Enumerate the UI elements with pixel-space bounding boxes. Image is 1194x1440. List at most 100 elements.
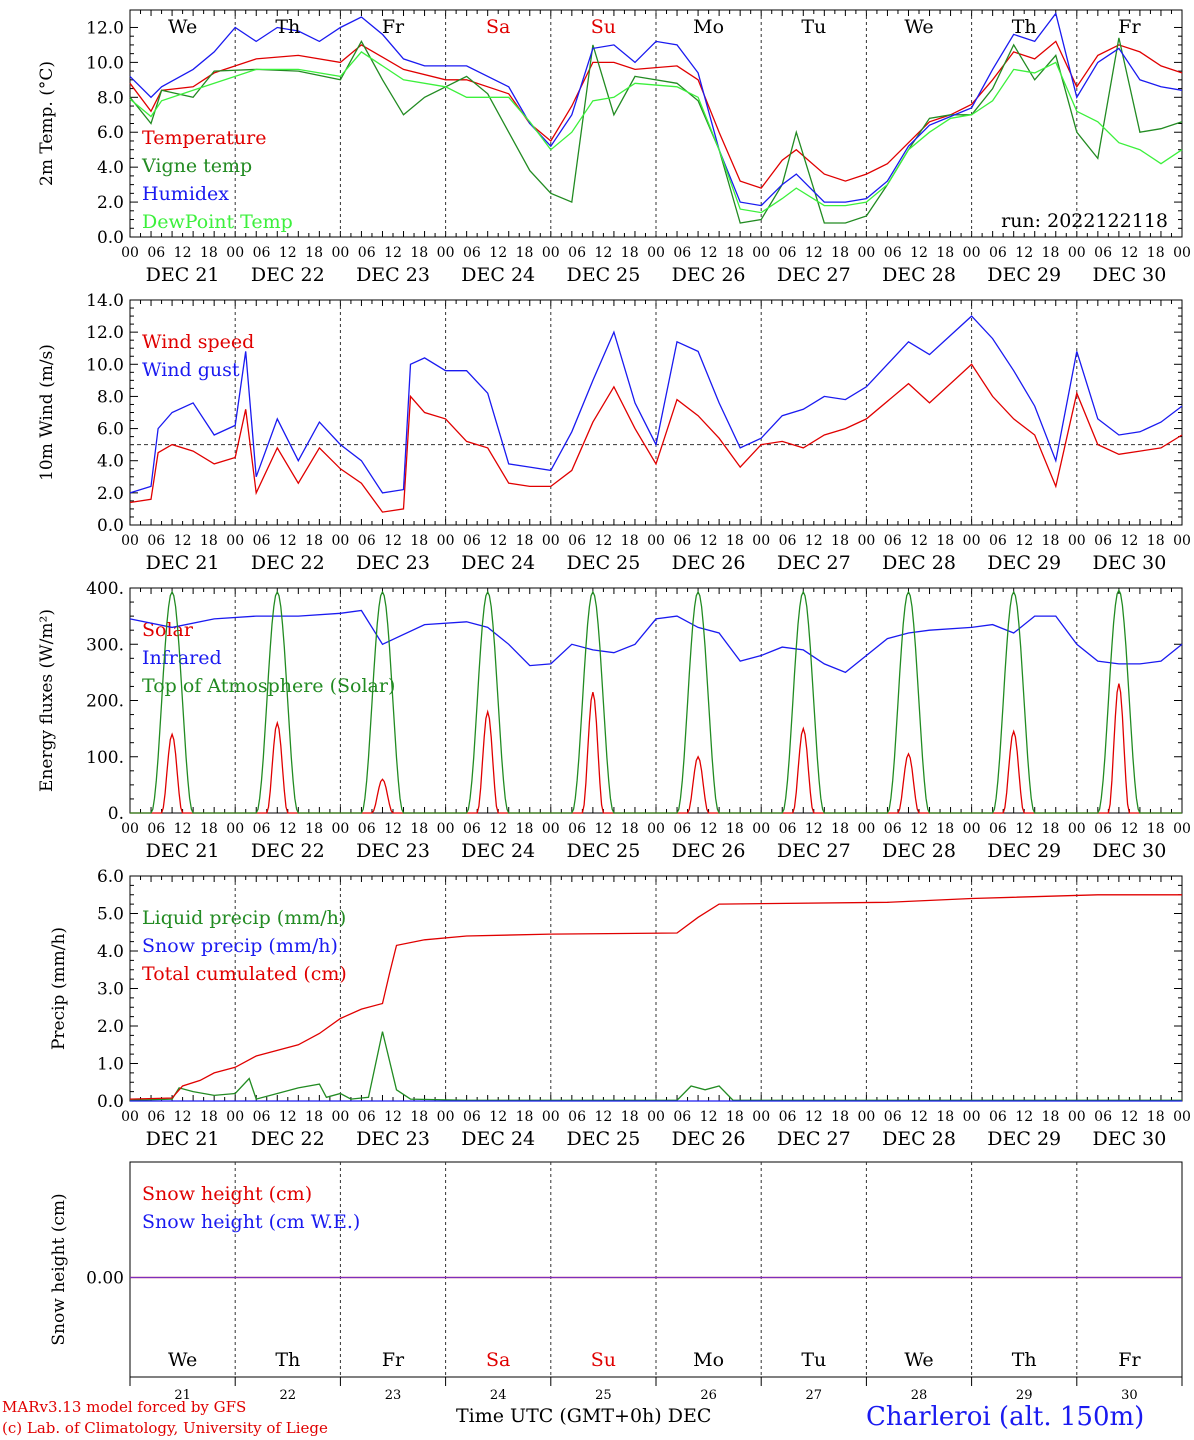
hour-tick-label: 06 — [1094, 1109, 1112, 1125]
y-tick-label-0-4: 8.0 — [97, 88, 124, 108]
weekday-top-9: Fr — [1118, 16, 1141, 38]
date-label: DEC 26 — [672, 1128, 746, 1150]
weekday-bottom-8: Th — [1012, 1349, 1037, 1371]
hour-tick-label: 00 — [226, 245, 244, 261]
hour-tick-label: 12 — [489, 821, 507, 837]
hour-tick-label: 00 — [331, 533, 349, 549]
legend-entry-2-1: Infrared — [142, 647, 222, 669]
date-label: DEC 23 — [356, 552, 430, 574]
hour-tick-label: 12 — [489, 1109, 507, 1125]
weekday-top-0: We — [168, 16, 197, 38]
y-tick-label-3-0: 0.0 — [97, 1092, 124, 1112]
hour-tick-label: 18 — [1147, 821, 1165, 837]
series-line-3-0 — [129, 1031, 1182, 1101]
hour-tick-label: 00 — [963, 821, 981, 837]
hour-tick-label: 00 — [963, 245, 981, 261]
date-label: DEC 28 — [882, 264, 956, 286]
y-tick-label-0-5: 10.0 — [86, 53, 124, 73]
hour-tick-label: 06 — [673, 245, 691, 261]
hour-tick-label: 06 — [147, 245, 165, 261]
hour-tick-label: 18 — [621, 245, 639, 261]
station-name: Charleroi (alt. 150m) — [866, 1402, 1145, 1432]
hour-tick-label: 12 — [910, 533, 928, 549]
weekday-bottom-7: We — [904, 1349, 933, 1371]
hour-tick-label: 06 — [463, 1109, 481, 1125]
y-tick-label-2-1: 100. — [86, 748, 124, 768]
hour-tick-label: 12 — [1015, 245, 1033, 261]
hour-tick-label: 18 — [200, 533, 218, 549]
hour-tick-label: 18 — [936, 533, 954, 549]
hour-tick-label: 18 — [1042, 821, 1060, 837]
y-tick-label-1-5: 10.0 — [86, 355, 124, 375]
date-label: DEC 29 — [987, 264, 1061, 286]
hour-tick-label: 12 — [174, 821, 192, 837]
hour-tick-label: 12 — [700, 1109, 718, 1125]
hour-tick-label: 06 — [147, 821, 165, 837]
hour-tick-label: 00 — [226, 821, 244, 837]
hour-tick-label: 00 — [542, 245, 560, 261]
date-label: DEC 22 — [251, 552, 325, 574]
weekday-top-3: Sa — [486, 16, 510, 38]
hour-tick-label: 12 — [700, 245, 718, 261]
date-label: DEC 21 — [146, 552, 220, 574]
lab-credit: (c) Lab. of Climatology, University of L… — [2, 1419, 328, 1437]
date-label: DEC 23 — [356, 1128, 430, 1150]
hour-tick-label: 06 — [358, 245, 376, 261]
y-tick-label-3-2: 2.0 — [97, 1017, 124, 1037]
date-label: DEC 27 — [777, 264, 851, 286]
hour-tick-label: 12 — [279, 245, 297, 261]
series-line-0-0 — [129, 40, 1183, 189]
day-number-6: 27 — [806, 1388, 823, 1403]
hour-tick-label: 06 — [779, 533, 797, 549]
hour-tick-label: 06 — [779, 245, 797, 261]
hour-tick-label: 12 — [1120, 1109, 1138, 1125]
y-tick-label-1-0: 0.0 — [97, 516, 124, 536]
hour-tick-label: 18 — [1147, 245, 1165, 261]
date-label: DEC 27 — [777, 552, 851, 574]
hour-tick-label: 06 — [568, 821, 586, 837]
hour-tick-label: 18 — [936, 821, 954, 837]
hour-tick-label: 06 — [779, 1109, 797, 1125]
hour-tick-label: 06 — [358, 533, 376, 549]
hour-tick-label: 00 — [647, 533, 665, 549]
hour-tick-label: 18 — [305, 1109, 323, 1125]
date-label: DEC 25 — [566, 840, 640, 862]
legend-entry-1-1: Wind gust — [142, 359, 240, 381]
hour-tick-label: 00 — [437, 533, 455, 549]
hour-tick-label: 12 — [279, 821, 297, 837]
hour-tick-label: 18 — [410, 1109, 428, 1125]
weekday-top-5: Mo — [693, 16, 724, 38]
hour-tick-label: 00 — [752, 821, 770, 837]
date-label: DEC 30 — [1092, 552, 1166, 574]
legend-entry-4-0: Snow height (cm) — [142, 1183, 312, 1205]
hour-tick-label: 18 — [621, 821, 639, 837]
x-axis-title-text: Time UTC (GMT+0h) — [456, 1405, 662, 1427]
date-label: DEC 21 — [146, 264, 220, 286]
hour-tick-label: 00 — [1068, 245, 1086, 261]
hour-tick-label: 06 — [253, 245, 271, 261]
day-number-2: 23 — [385, 1388, 402, 1403]
hour-tick-label: 00 — [857, 533, 875, 549]
hour-tick-label: 12 — [1015, 533, 1033, 549]
y-tick-label-2-2: 200. — [86, 692, 124, 712]
y-tick-label-1-1: 2.0 — [97, 484, 124, 504]
day-number-4: 25 — [595, 1388, 612, 1403]
y-tick-label-1-4: 8.0 — [97, 387, 124, 407]
hour-tick-label: 06 — [463, 821, 481, 837]
hour-tick-label: 00 — [963, 533, 981, 549]
hour-tick-label: 00 — [542, 821, 560, 837]
hour-tick-label: 00 — [963, 1109, 981, 1125]
y-tick-label-0-6: 12.0 — [86, 18, 124, 38]
hour-tick-label: 18 — [831, 533, 849, 549]
hour-tick-label: 00 — [752, 1109, 770, 1125]
weekday-bottom-2: Fr — [382, 1349, 405, 1371]
hour-tick-label: 06 — [253, 821, 271, 837]
run-label: run: 2022122118 — [1001, 210, 1168, 232]
hour-tick-label: 00 — [437, 1109, 455, 1125]
legend-entry-0-1: Vigne temp — [141, 155, 252, 177]
weekday-top-4: Su — [591, 16, 616, 38]
hour-tick-label: 12 — [279, 533, 297, 549]
weekday-top-8: Th — [1012, 16, 1037, 38]
date-label: DEC 24 — [461, 1128, 535, 1150]
